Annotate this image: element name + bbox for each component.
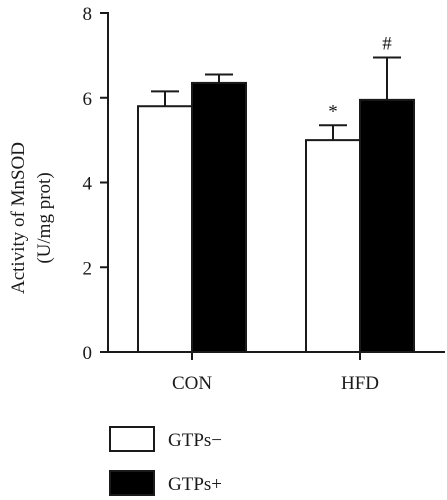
x-axis: CON HFD — [108, 351, 445, 394]
bars: *# — [137, 33, 415, 354]
y-tick-label: 0 — [83, 343, 93, 364]
legend-swatch — [109, 470, 155, 496]
y-axis-title: Activity of MnSOD (U/mg prot) — [8, 142, 55, 294]
bar — [191, 81, 247, 353]
x-category-label: CON — [172, 373, 212, 394]
significance-marker: # — [382, 33, 392, 54]
y-tick-label: 8 — [83, 4, 93, 25]
legend-label: GTPs− — [168, 430, 222, 451]
bar — [137, 105, 193, 353]
significance-marker: * — [328, 101, 338, 122]
y-axis-title-line1: Activity of MnSOD — [8, 142, 29, 294]
y-axis: 0 2 4 6 8 — [83, 4, 109, 364]
legend: GTPs− GTPs+ — [109, 426, 222, 496]
y-axis-title-line2: (U/mg prot) — [34, 172, 55, 263]
bar — [359, 98, 415, 354]
y-tick-label: 6 — [83, 89, 93, 110]
y-tick-label: 4 — [83, 174, 93, 195]
y-tick-label: 2 — [83, 258, 93, 279]
x-category-label: HFD — [341, 373, 379, 394]
bar — [305, 139, 361, 353]
legend-label: GTPs+ — [168, 474, 222, 495]
legend-swatch — [109, 426, 155, 452]
